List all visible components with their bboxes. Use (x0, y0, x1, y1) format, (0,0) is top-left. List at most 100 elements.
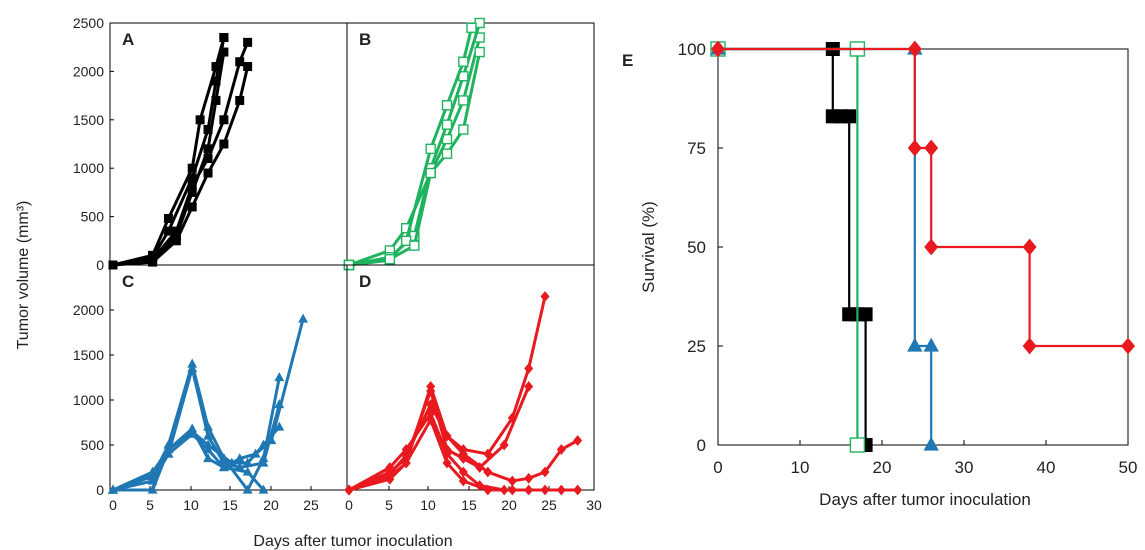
panel-letter-d: D (359, 272, 371, 291)
data-point-diamond (540, 466, 550, 478)
x-tick-label: 0 (713, 458, 722, 477)
data-point-square (858, 307, 873, 322)
panel-frame (346, 264, 595, 491)
y-tick-label: 1500 (73, 347, 104, 363)
data-point-triangle (274, 421, 285, 431)
data-point-diamond (426, 414, 436, 426)
data-point-triangle (203, 430, 213, 440)
data-point-triangle (163, 444, 174, 454)
data-point-diamond (458, 448, 468, 460)
survival-line (718, 47, 859, 445)
y-tick-label: 1500 (73, 112, 104, 128)
data-point-triangle (147, 468, 158, 478)
data-point-square (219, 33, 229, 43)
data-point-open-square (458, 124, 469, 135)
x-tick-label: 10 (183, 497, 199, 513)
panel-e: E 0 25 50 75 100 0 10 20 30 40 50 (622, 40, 1137, 477)
data-point-open-square (441, 119, 453, 130)
data-point-triangle (266, 435, 277, 445)
data-point-diamond (483, 448, 493, 460)
panel-letter-c: C (122, 272, 134, 291)
survival-line (718, 47, 1128, 348)
data-point-triangle (242, 457, 253, 467)
data-point-square (211, 76, 221, 86)
panel-a: A 0 500 1000 1500 2000 2500 (73, 15, 348, 273)
data-point-square (187, 202, 197, 212)
data-point-square (219, 115, 229, 125)
data-point-diamond (426, 385, 436, 397)
data-point-square (187, 181, 197, 191)
data-point-triangle (242, 484, 253, 494)
panel-frame (717, 48, 1129, 446)
data-point-square (203, 168, 213, 178)
data-point-triangle (250, 448, 261, 458)
data-point-diamond (483, 466, 493, 478)
data-point-diamond (442, 430, 452, 442)
data-point-diamond (524, 484, 534, 496)
data-point-diamond (507, 484, 517, 496)
data-point-square (187, 173, 197, 183)
panel-letter-b: B (359, 30, 371, 49)
data-point-square (235, 95, 245, 105)
data-point-triangle (187, 423, 198, 433)
data-point-open-square (384, 253, 396, 265)
data-point-diamond (573, 484, 583, 496)
data-point-open-square (425, 143, 436, 155)
data-point-triangle (108, 484, 118, 494)
data-point-square (243, 62, 253, 72)
data-point-diamond (442, 448, 452, 460)
survival-line (718, 47, 933, 445)
data-point-diamond (401, 444, 411, 455)
data-point-square (203, 144, 213, 154)
y-tick-label: 500 (81, 209, 105, 225)
survival-series-3 (710, 40, 939, 451)
data-point-diamond (907, 40, 922, 58)
data-point-square (171, 226, 181, 236)
x-tick-label: 25 (303, 497, 319, 513)
data-point-diamond (507, 475, 517, 487)
series-c-2 (108, 363, 285, 494)
data-point-open-square (458, 95, 469, 106)
data-point-open-square (409, 240, 420, 251)
series-line (348, 416, 513, 492)
data-point-diamond (556, 484, 566, 496)
y-tick-label: 500 (81, 437, 105, 453)
data-point-diamond (924, 139, 939, 157)
survival-axis-title: Survival (%) (639, 201, 658, 293)
data-point-square (219, 139, 229, 149)
data-point-diamond (924, 238, 939, 256)
data-point-square (203, 154, 213, 164)
x-tick-label: 0 (109, 497, 117, 513)
data-point-square (211, 62, 221, 72)
survival-series-1 (711, 42, 873, 452)
data-point-open-square (441, 100, 453, 111)
panel-frame (109, 22, 348, 266)
data-point-open-square (466, 22, 477, 34)
tumor-volume-axis-title: Tumor volume (mm³) (15, 201, 32, 350)
data-point-open-square (849, 437, 866, 453)
data-point-diamond (385, 473, 395, 485)
series-line (112, 368, 281, 492)
data-point-diamond (426, 399, 436, 410)
data-point-diamond (524, 381, 534, 392)
data-point-diamond (524, 363, 534, 374)
data-point-triangle (298, 313, 309, 323)
x-tick-label: 30 (955, 458, 974, 477)
left-x-axis-title: Days after tumor inoculation (253, 533, 452, 550)
data-point-diamond (556, 444, 566, 455)
data-point-square (163, 214, 173, 224)
y-tick-label: 1000 (73, 392, 104, 408)
y-tick-label: 1000 (73, 160, 104, 176)
panel-frame (346, 22, 595, 266)
y-tick-label: 2500 (73, 15, 104, 31)
x-tick-label: 15 (222, 497, 238, 513)
data-point-open-square (441, 148, 453, 159)
data-point-diamond (907, 139, 922, 157)
right-x-axis-title: Days after tumor inoculation (819, 490, 1031, 509)
panel-frame (109, 264, 348, 491)
data-point-diamond (483, 484, 493, 496)
survival-line (718, 47, 867, 445)
data-point-diamond (1121, 337, 1135, 355)
data-point-square (219, 47, 229, 57)
series-d-5 (344, 414, 517, 496)
